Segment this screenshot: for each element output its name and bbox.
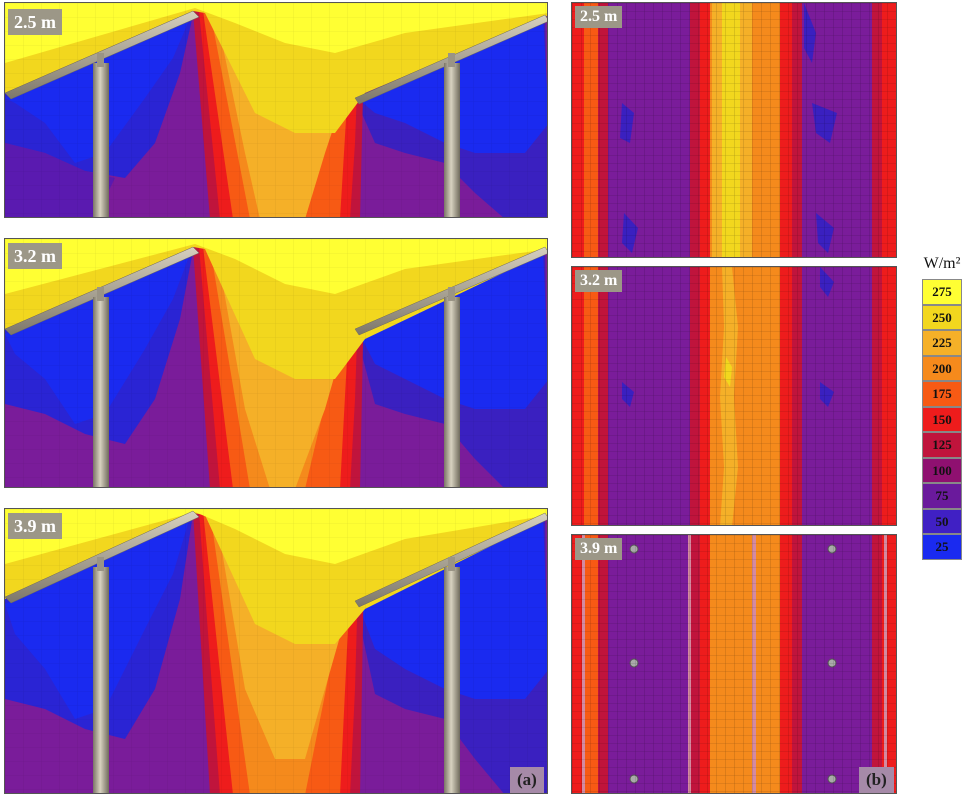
height-label: 2.5 m	[8, 9, 62, 35]
height-label: 3.2 m	[8, 243, 62, 269]
legend-item-225: 225	[922, 330, 962, 356]
legend-item-125: 125	[922, 432, 962, 458]
plan-panel-2-5m: 2.5 m	[571, 2, 897, 258]
plan-view-contour-plot	[572, 535, 897, 794]
legend-item-75: 75	[922, 483, 962, 509]
cross-section-contour-plot	[5, 509, 547, 793]
legend-item-150: 150	[922, 406, 962, 432]
subfigure-label-a: (a)	[510, 767, 544, 793]
section-panel-3-2m: 3.2 m	[4, 238, 548, 488]
plan-panel-3-9m: 3.9 m (b)	[571, 534, 897, 794]
legend-unit: W/m²	[923, 255, 961, 272]
plan-panel-3-2m: 3.2 m	[571, 266, 897, 526]
legend-item-25: 25	[922, 534, 962, 560]
section-panel-2-5m: 2.5 m	[4, 2, 548, 218]
legend-item-50: 50	[922, 508, 962, 534]
legend-item-100: 100	[922, 457, 962, 483]
height-label: 3.9 m	[575, 538, 623, 560]
legend-item-275: 275	[922, 279, 962, 305]
legend-item-200: 200	[922, 355, 962, 381]
cross-section-contour-plot	[5, 239, 547, 487]
height-label: 3.9 m	[8, 513, 62, 539]
cross-section-contour-plot	[5, 3, 547, 217]
plan-view-contour-plot	[572, 3, 897, 258]
legend-item-175: 175	[922, 381, 962, 407]
plan-view-contour-plot	[572, 267, 897, 526]
legend-items: 275 250 225 200 175 150 125 100 75 50 25	[922, 279, 966, 560]
legend-item-250: 250	[922, 304, 962, 330]
height-label: 3.2 m	[575, 270, 623, 292]
height-label: 2.5 m	[575, 6, 623, 28]
subfigure-label-b: (b)	[859, 767, 894, 793]
section-panel-3-9m: 3.9 m (a)	[4, 508, 548, 794]
color-legend: W/m² 275 250 225 200 175 150 125 100 75 50 25	[922, 255, 966, 560]
